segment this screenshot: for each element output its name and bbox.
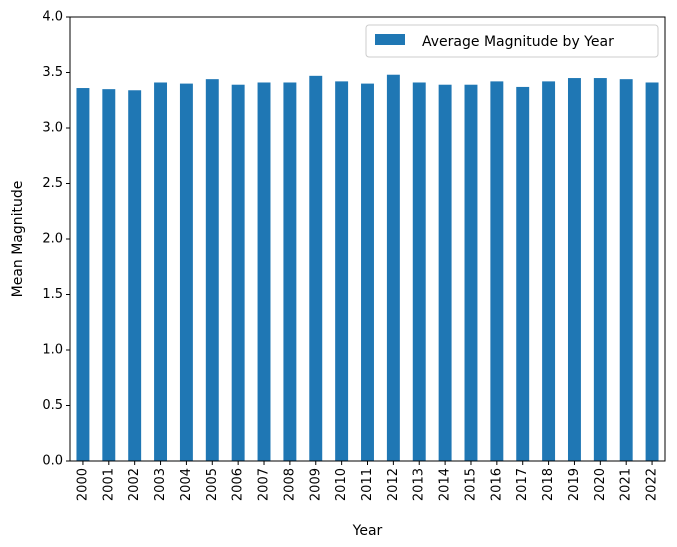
bar-2004: [179, 83, 193, 461]
y-tick-label: 0.0: [42, 454, 63, 469]
legend-swatch: [375, 34, 405, 45]
x-tick-label: 2019: [567, 468, 582, 501]
bar-2019: [567, 78, 581, 462]
x-tick-label: 2013: [412, 468, 427, 501]
x-tick-label: 2003: [153, 468, 168, 501]
x-tick-label: 2012: [386, 468, 401, 501]
x-tick-label: 2014: [438, 468, 453, 501]
bars-group: [76, 74, 659, 462]
x-tick-label: 2001: [101, 468, 116, 501]
bar-2006: [231, 84, 245, 462]
x-tick-label: 2000: [75, 468, 90, 501]
legend-box: [365, 24, 659, 58]
bar-2014: [438, 84, 452, 462]
x-tick-label: 2015: [463, 468, 478, 501]
x-tick-label: 2018: [541, 468, 556, 501]
bar-2007: [257, 82, 271, 462]
bar-2000: [76, 88, 90, 461]
y-tick-label: 0.5: [42, 398, 63, 413]
bar-2001: [102, 89, 116, 462]
bar-2017: [516, 86, 530, 462]
bar-2013: [412, 82, 426, 462]
bar-2010: [335, 81, 349, 461]
y-tick-label: 1.5: [42, 287, 63, 302]
y-tick-label: 3.0: [42, 121, 63, 136]
x-axis: 2000 2001 2002 2003 2004 2005 2006 2007 2008 2009…: [75, 461, 660, 501]
x-tick-label: 2005: [205, 468, 220, 501]
bar-2012: [386, 74, 400, 461]
y-tick-label: 2.0: [42, 232, 63, 247]
x-axis-label: Year: [352, 523, 383, 539]
y-tick-label: 1.0: [42, 343, 63, 358]
bar-2022: [645, 82, 659, 462]
bar-2021: [619, 79, 633, 461]
x-tick-label: 2008: [282, 468, 297, 501]
bar-2002: [128, 90, 142, 461]
y-tick-label: 2.5: [42, 176, 63, 191]
bar-2009: [309, 75, 323, 461]
x-tick-label: 2020: [593, 468, 608, 501]
x-tick-label: 2006: [231, 468, 246, 501]
bar-2020: [593, 78, 607, 462]
bar-2011: [361, 83, 374, 461]
y-tick-label: 4.0: [42, 10, 63, 25]
x-tick-label: 2010: [334, 468, 349, 501]
x-tick-label: 2002: [127, 468, 142, 501]
legend: Average Magnitude by Year: [365, 24, 659, 58]
bar-2016: [490, 81, 504, 461]
bar-2008: [283, 82, 297, 462]
y-axis-label: Mean Magnitude: [10, 181, 26, 298]
x-tick-label: 2021: [619, 468, 634, 501]
x-tick-label: 2007: [257, 468, 272, 501]
legend-label: Average Magnitude by Year: [422, 34, 614, 50]
bar-2018: [542, 81, 556, 461]
plot-frame: [69, 16, 666, 462]
x-tick-label: 2011: [360, 468, 375, 501]
x-tick-label: 2017: [515, 468, 530, 501]
x-tick-label: 2009: [308, 468, 323, 501]
x-tick-label: 2004: [179, 468, 194, 501]
bar-2003: [154, 82, 168, 462]
bar-2015: [464, 84, 478, 462]
bar-2005: [205, 79, 219, 461]
x-tick-label: 2016: [489, 468, 504, 501]
x-tick-label: 2022: [645, 468, 660, 501]
y-tick-label: 3.5: [42, 65, 63, 80]
y-axis: 0.0 0.5 1.0 1.5 2.0 2.5 3.0 3.5 4.0: [42, 10, 70, 469]
